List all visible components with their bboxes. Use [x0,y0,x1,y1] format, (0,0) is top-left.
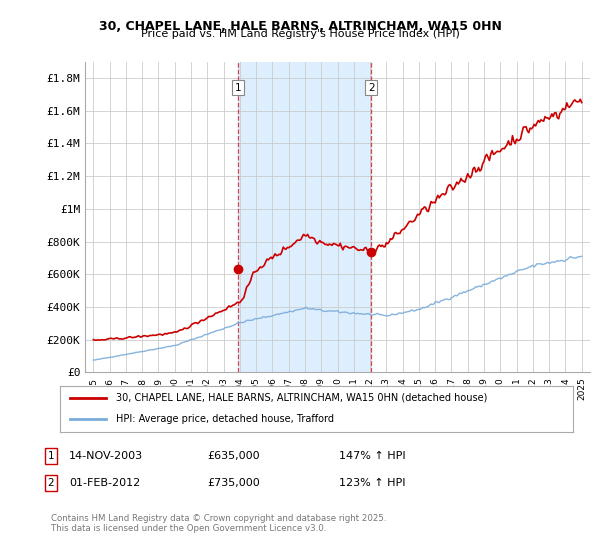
Text: Contains HM Land Registry data © Crown copyright and database right 2025.
This d: Contains HM Land Registry data © Crown c… [51,514,386,533]
Text: 2: 2 [368,83,375,93]
Text: 1: 1 [47,451,55,461]
Text: 30, CHAPEL LANE, HALE BARNS, ALTRINCHAM, WA15 0HN: 30, CHAPEL LANE, HALE BARNS, ALTRINCHAM,… [98,20,502,32]
Text: 123% ↑ HPI: 123% ↑ HPI [339,478,406,488]
Text: £635,000: £635,000 [207,451,260,461]
Text: HPI: Average price, detached house, Trafford: HPI: Average price, detached house, Traf… [116,414,334,424]
Text: 147% ↑ HPI: 147% ↑ HPI [339,451,406,461]
Text: 14-NOV-2003: 14-NOV-2003 [69,451,143,461]
Text: 2: 2 [47,478,55,488]
Text: 1: 1 [235,83,241,93]
Text: Price paid vs. HM Land Registry's House Price Index (HPI): Price paid vs. HM Land Registry's House … [140,29,460,39]
Bar [238,62,371,372]
Text: 01-FEB-2012: 01-FEB-2012 [69,478,140,488]
Text: 30, CHAPEL LANE, HALE BARNS, ALTRINCHAM, WA15 0HN (detached house): 30, CHAPEL LANE, HALE BARNS, ALTRINCHAM,… [116,393,488,403]
Text: £735,000: £735,000 [207,478,260,488]
